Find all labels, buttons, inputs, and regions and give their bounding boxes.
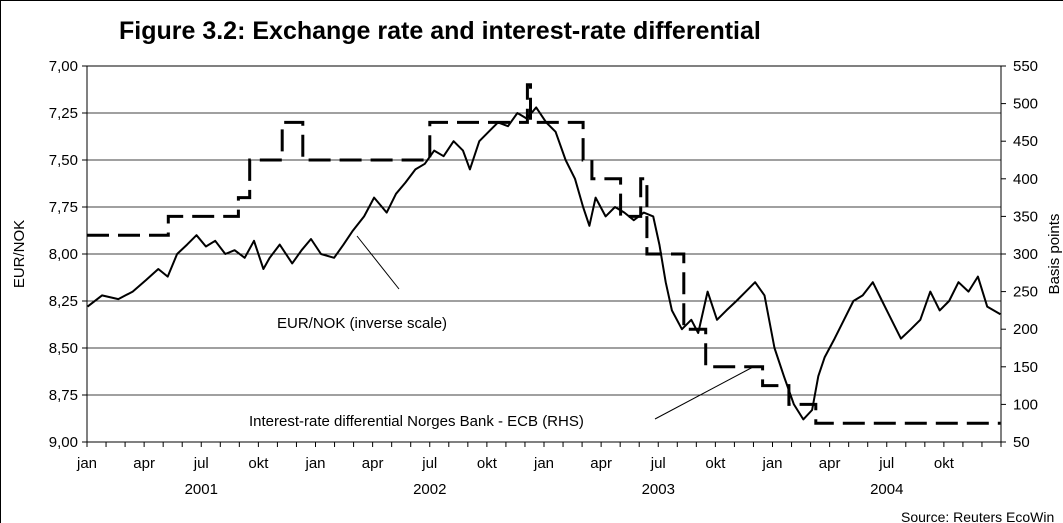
left-tick-label: 7,75 xyxy=(49,199,78,216)
right-tick-label: 350 xyxy=(1013,208,1038,225)
source-note: Source: Reuters EcoWin xyxy=(901,509,1054,523)
x-tick-label: apr xyxy=(362,455,384,472)
left-tick-label: 8,00 xyxy=(49,246,78,263)
right-tick-label: 150 xyxy=(1013,359,1038,376)
right-tick-label: 500 xyxy=(1013,96,1038,113)
x-tick-label: apr xyxy=(590,455,612,472)
year-label: 2001 xyxy=(185,481,218,498)
right-axis-label: Basis points xyxy=(1046,214,1063,295)
left-tick-label: 7,00 xyxy=(49,58,78,75)
eurnok-annotation: EUR/NOK (inverse scale) xyxy=(277,315,447,332)
right-tick-label: 300 xyxy=(1013,246,1038,263)
x-tick-label: okt xyxy=(934,455,955,472)
year-label: 2004 xyxy=(870,481,903,498)
differential-annotation: Interest-rate differential Norges Bank -… xyxy=(249,413,584,430)
right-tick-label: 400 xyxy=(1013,171,1038,188)
x-tick-label: jan xyxy=(761,455,782,472)
left-axis-ticks: 7,00 7,25 7,50 7,75 8,00 8,25 8,50 8,75 9,00 xyxy=(49,58,87,451)
x-tick-label: jul xyxy=(421,455,437,472)
year-label: 2003 xyxy=(642,481,675,498)
left-tick-label: 8,75 xyxy=(49,387,78,404)
left-tick-label: 9,00 xyxy=(49,434,78,451)
left-axis-label: EUR/NOK xyxy=(11,220,28,288)
x-tick-label: jul xyxy=(878,455,894,472)
x-tick-label: jul xyxy=(193,455,209,472)
right-tick-label: 250 xyxy=(1013,284,1038,301)
left-tick-label: 7,50 xyxy=(49,152,78,169)
x-tick-label: apr xyxy=(819,455,841,472)
right-tick-label: 200 xyxy=(1013,321,1038,338)
left-tick-label: 8,25 xyxy=(49,293,78,310)
differential-annotation-pointer xyxy=(654,366,754,420)
left-tick-label: 7,25 xyxy=(49,105,78,122)
x-tick-label: okt xyxy=(477,455,498,472)
x-tick-label: okt xyxy=(248,455,269,472)
right-tick-label: 550 xyxy=(1013,58,1038,75)
x-tick-label: jan xyxy=(533,455,554,472)
series-differential-line xyxy=(87,83,1001,425)
year-label: 2002 xyxy=(413,481,446,498)
x-axis-ticks: jan apr jul okt jan apr jul okt jan apr jul okt jan a… xyxy=(76,442,1002,498)
series-eurnok-line xyxy=(86,106,1001,421)
x-tick-label: apr xyxy=(133,455,155,472)
right-tick-label: 100 xyxy=(1013,396,1038,413)
x-tick-label: jan xyxy=(76,455,97,472)
series-layer xyxy=(86,83,1001,425)
x-tick-label: jan xyxy=(304,455,325,472)
right-tick-label: 450 xyxy=(1013,133,1038,150)
x-tick-label: okt xyxy=(705,455,726,472)
left-tick-label: 8,50 xyxy=(49,340,78,357)
chart-title: Figure 3.2: Exchange rate and interest-r… xyxy=(119,17,761,45)
x-tick-label: jul xyxy=(650,455,666,472)
right-tick-label: 50 xyxy=(1013,434,1030,451)
eurnok-annotation-pointer xyxy=(356,235,400,290)
right-axis-ticks: 550 500 450 400 350 300 250 200 150 100 50 xyxy=(1001,58,1038,451)
